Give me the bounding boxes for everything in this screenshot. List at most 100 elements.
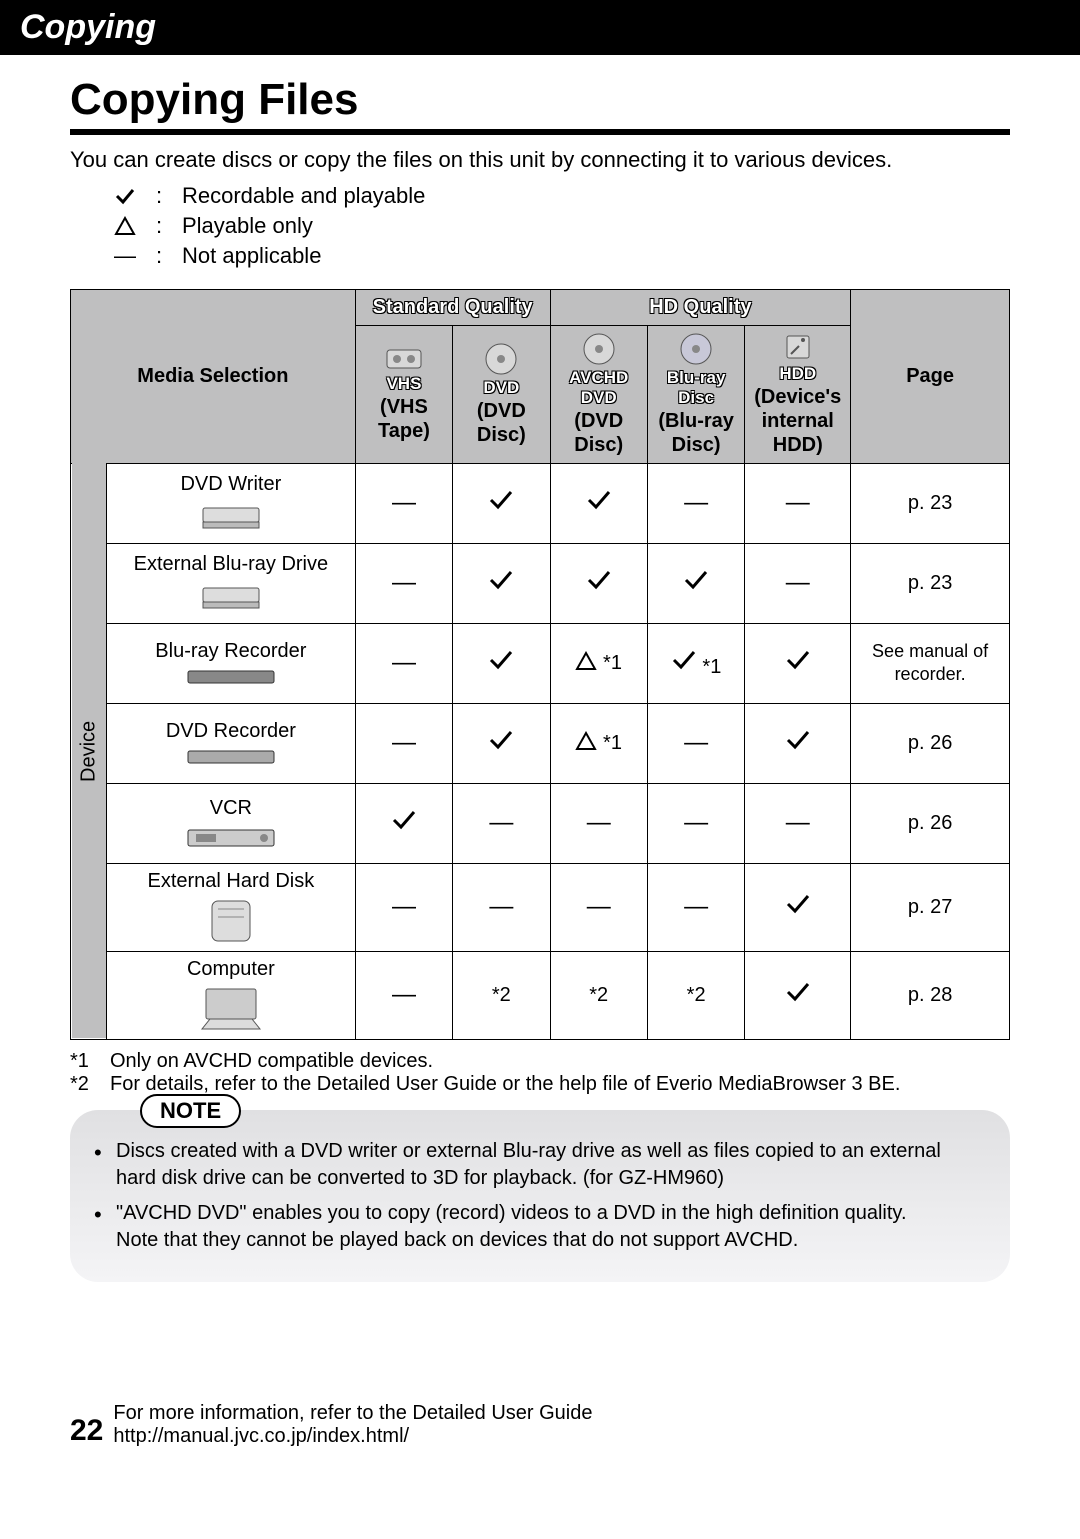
compat-cell: — [550,863,647,951]
compat-cell: — [745,463,851,543]
media-avdvd-label: AVCHD DVD [555,368,643,409]
legend-row-check: : Recordable and playable [110,181,1010,211]
page-ref-cell: p. 28 [851,951,1010,1039]
media-hdd-sub: (Device's internal HDD) [749,385,846,457]
page-ref-cell: p. 26 [851,703,1010,783]
legend: : Recordable and playable : Playable onl… [110,181,1010,271]
legend-check-label: Recordable and playable [182,183,425,209]
media-dvd-sub: (DVD Disc) [457,399,545,447]
table-row: Computer—*2*2*2p. 28 [71,951,1010,1039]
dash-icon: — [587,893,611,920]
media-bluray-sub: (Blu-ray Disc) [652,409,740,457]
page-header: Page [851,290,1010,464]
check-icon [683,568,709,599]
legend-colon: : [156,213,166,239]
compat-cell: *2 [550,951,647,1039]
footer-line2: http://manual.jvc.co.jp/index.html/ [113,1425,592,1448]
note-item: Discs created with a DVD writer or exter… [94,1138,986,1192]
device-name-cell: Blu-ray Recorder [106,623,355,703]
compat-cell: — [745,543,851,623]
check-icon [488,568,514,599]
device-name-cell: External Hard Disk [106,863,355,951]
triangle-icon [575,652,597,674]
dash-icon: — [392,569,416,596]
note-list: Discs created with a DVD writer or exter… [94,1138,986,1254]
footnote-2-text: For details, refer to the Detailed User … [110,1073,900,1096]
device-name: DVD Writer [111,473,351,496]
media-vhs-label: VHS [360,374,448,394]
dash-icon: — [786,569,810,596]
footnote-1-num: *1 [70,1050,100,1073]
section-bar: Copying [0,0,1080,55]
compat-cell [453,543,550,623]
device-name: Blu-ray Recorder [111,640,351,663]
check-icon [671,648,697,679]
legend-colon: : [156,243,166,269]
compat-cell: — [355,703,452,783]
disc-icon [484,342,518,376]
page-ref-cell: p. 23 [851,543,1010,623]
device-name: Computer [111,958,351,981]
check-icon [785,728,811,759]
dash-icon: — [684,809,708,836]
hd-quality-header: HD Quality [550,290,851,326]
compat-cell: — [355,463,452,543]
compat-cell [745,623,851,703]
legend-colon: : [156,183,166,209]
compat-table: Media Selection Standard Quality HD Qual… [70,289,1010,1040]
check-icon [488,488,514,519]
disc-icon [582,332,616,366]
page-ref-cell: p. 23 [851,463,1010,543]
page-ref-cell: p. 27 [851,863,1010,951]
standard-quality-header: Standard Quality [355,290,550,326]
dash-icon: — [392,729,416,756]
compat-cell [550,463,647,543]
check-icon [488,728,514,759]
compat-cell [745,863,851,951]
page-ref-cell: See manual of recorder. [851,623,1010,703]
media-avdvd: AVCHD DVD (DVD Disc) [550,326,647,464]
table-row: DeviceDVD Writer———p. 23 [71,463,1010,543]
intro-text: You can create discs or copy the files o… [70,147,1010,173]
dash-icon: — [684,729,708,756]
compat-cell: — [355,951,452,1039]
media-bluray: Blu-ray Disc (Blu-ray Disc) [647,326,744,464]
footnote-1: *1 Only on AVCHD compatible devices. [70,1050,1010,1073]
media-avdvd-sub: (DVD Disc) [555,409,643,457]
compat-cell: — [745,783,851,863]
compat-cell: *1 [647,623,744,703]
table-body: DeviceDVD Writer———p. 23External Blu-ray… [71,463,1010,1039]
note-item: "AVCHD DVD" enables you to copy (record)… [94,1200,986,1254]
device-name-cell: External Blu-ray Drive [106,543,355,623]
compat-cell: — [647,783,744,863]
compat-cell: — [355,863,452,951]
dash-icon: — [786,489,810,516]
page-footer: 22 For more information, refer to the De… [0,1402,1080,1448]
note-badge: NOTE [140,1094,241,1128]
check-icon [785,980,811,1011]
compat-cell: — [453,783,550,863]
compat-cell: *1 [550,623,647,703]
tape-icon [385,346,423,372]
media-bluray-label: Blu-ray Disc [652,368,740,409]
footnote-2-num: *2 [70,1073,100,1096]
table-row: DVD Recorder— *1—p. 26 [71,703,1010,783]
media-vhs-sub: (VHS Tape) [360,395,448,443]
device-side-label: Device [71,463,107,1039]
compat-cell: — [355,623,452,703]
check-icon [785,648,811,679]
media-dvd-label: DVD [457,378,545,398]
compat-cell: — [453,863,550,951]
compat-cell [647,543,744,623]
footer-text: For more information, refer to the Detai… [113,1402,592,1448]
content-area: Copying Files You can create discs or co… [0,55,1080,1282]
check-icon [586,568,612,599]
compat-cell [453,463,550,543]
compat-cell: *1 [550,703,647,783]
media-hdd-label: HDD [749,364,846,384]
compat-cell [355,783,452,863]
compat-cell: — [355,543,452,623]
table-row: External Blu-ray Drive — — p. 23 [71,543,1010,623]
check-icon [586,488,612,519]
compat-cell: *2 [453,951,550,1039]
